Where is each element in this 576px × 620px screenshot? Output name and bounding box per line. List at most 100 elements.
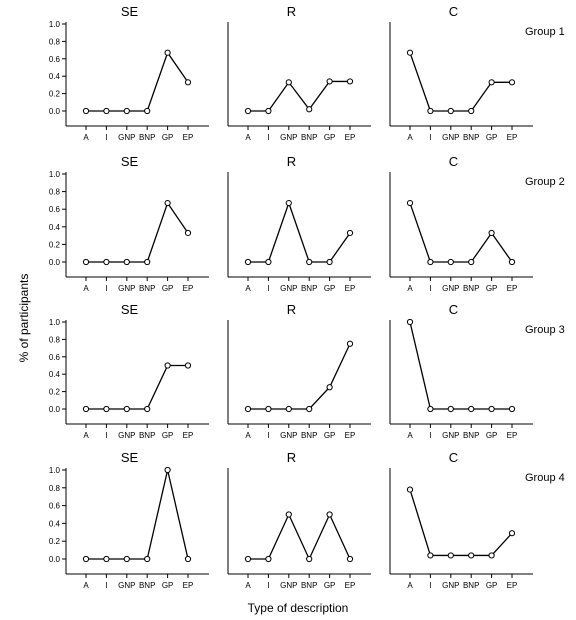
panel-3-c: C A I GNP BNP GP EP — [389, 302, 533, 440]
data-point — [164, 362, 171, 369]
series-line — [409, 321, 512, 410]
data-point — [508, 405, 516, 413]
y-tick-label: 0.2 — [49, 90, 61, 99]
data-point — [184, 79, 192, 86]
panel-title: R — [287, 154, 296, 169]
data-point — [285, 405, 292, 413]
data-point — [447, 405, 454, 413]
x-tick-label: EP — [345, 133, 356, 142]
data-point — [123, 555, 130, 563]
data-point — [164, 466, 171, 474]
data-point — [468, 405, 475, 413]
panel-title: C — [449, 154, 458, 169]
x-tick-label: I — [105, 431, 107, 440]
series-line — [86, 201, 189, 263]
x-tick-label: GP — [324, 284, 336, 293]
data-point — [164, 199, 171, 207]
x-tick-label: A — [245, 581, 251, 590]
y-tick-label: 0.8 — [49, 484, 61, 493]
data-point — [265, 555, 272, 563]
panel-title: SE — [121, 450, 139, 465]
y-tick-label: 1.0 — [49, 318, 61, 327]
panel-title: SE — [121, 302, 139, 317]
x-tick-label: GNP — [118, 133, 135, 142]
data-point — [346, 340, 354, 347]
x-tick-label: BNP — [139, 431, 155, 440]
x-tick-label: GP — [162, 284, 174, 293]
x-tick-label: GP — [486, 581, 498, 590]
data-point — [103, 405, 110, 413]
x-tick-label: A — [245, 431, 251, 440]
x-tick-label: EP — [345, 431, 356, 440]
x-tick-label: BNP — [463, 133, 479, 142]
data-point — [406, 318, 414, 326]
x-tick-label: EP — [345, 284, 356, 293]
y-tick-label: 0.0 — [49, 405, 61, 414]
x-tick-label: EP — [507, 133, 518, 142]
data-point — [508, 258, 516, 266]
data-point — [306, 405, 313, 413]
x-tick-label: I — [267, 133, 269, 142]
x-tick-label: BNP — [301, 431, 317, 440]
x-tick-label: GNP — [442, 284, 459, 293]
x-tick-label: A — [83, 133, 89, 142]
data-point — [346, 555, 354, 563]
x-axis-title: Type of description — [248, 601, 349, 615]
x-tick-label: EP — [183, 284, 194, 293]
data-point — [144, 107, 151, 115]
group-label: Group 3 — [525, 324, 565, 336]
series-line — [409, 52, 512, 112]
data-point — [244, 405, 252, 413]
group-label: Group 4 — [525, 472, 565, 484]
y-tick-label: 0.8 — [49, 335, 61, 344]
data-point — [468, 107, 475, 115]
y-tick-label: 1.0 — [49, 170, 61, 179]
x-tick-label: I — [267, 581, 269, 590]
data-point — [326, 511, 333, 518]
data-point — [123, 258, 130, 266]
data-point — [103, 555, 110, 563]
x-tick-label: GP — [324, 581, 336, 590]
panel-4-se: SE 0.0 0.2 0.4 0.6 0.8 1.0 A I GNP BNP GP EP — [49, 450, 209, 590]
x-tick-label: EP — [183, 133, 194, 142]
x-tick-label: GP — [162, 431, 174, 440]
data-point — [103, 258, 110, 266]
y-tick-label: 0.4 — [49, 519, 61, 528]
data-point — [427, 552, 434, 559]
panel-2-c: C A I GNP BNP GP EP — [389, 154, 533, 293]
x-tick-label: BNP — [139, 133, 155, 142]
panel-title: R — [287, 302, 296, 317]
x-tick-label: GNP — [280, 133, 297, 142]
data-point — [346, 229, 354, 237]
y-tick-label: 1.0 — [49, 466, 61, 475]
data-point — [427, 258, 434, 266]
data-point — [488, 229, 495, 237]
panel-2-se: SE 0.0 0.2 0.4 0.6 0.8 1.0 A I GNP BNP GP EP — [49, 154, 209, 293]
panel-1-c: C A I GNP BNP GP EP — [389, 4, 533, 142]
data-point — [144, 405, 151, 413]
data-point — [406, 49, 414, 56]
x-tick-label: I — [267, 431, 269, 440]
x-tick-label: A — [245, 284, 251, 293]
x-tick-label: I — [429, 133, 431, 142]
y-tick-label: 0.6 — [49, 353, 61, 362]
data-point — [265, 405, 272, 413]
panel-title: C — [449, 4, 458, 19]
panel-3-r: R A I GNP BNP GP EP — [227, 302, 371, 440]
panel-1-r: R A I GNP BNP GP EP — [227, 4, 371, 142]
series-line — [248, 80, 350, 112]
data-point — [346, 78, 354, 85]
series-line — [248, 201, 351, 263]
x-tick-label: I — [429, 581, 431, 590]
x-tick-label: GNP — [280, 581, 297, 590]
panel-title: C — [449, 302, 458, 317]
data-point — [508, 79, 516, 86]
data-point — [406, 199, 414, 207]
y-tick-label: 0.8 — [49, 37, 61, 46]
data-point — [427, 405, 434, 413]
x-tick-label: BNP — [463, 284, 479, 293]
x-tick-label: A — [407, 581, 413, 590]
data-point — [82, 555, 90, 563]
data-point — [468, 552, 475, 559]
data-point — [285, 79, 292, 86]
